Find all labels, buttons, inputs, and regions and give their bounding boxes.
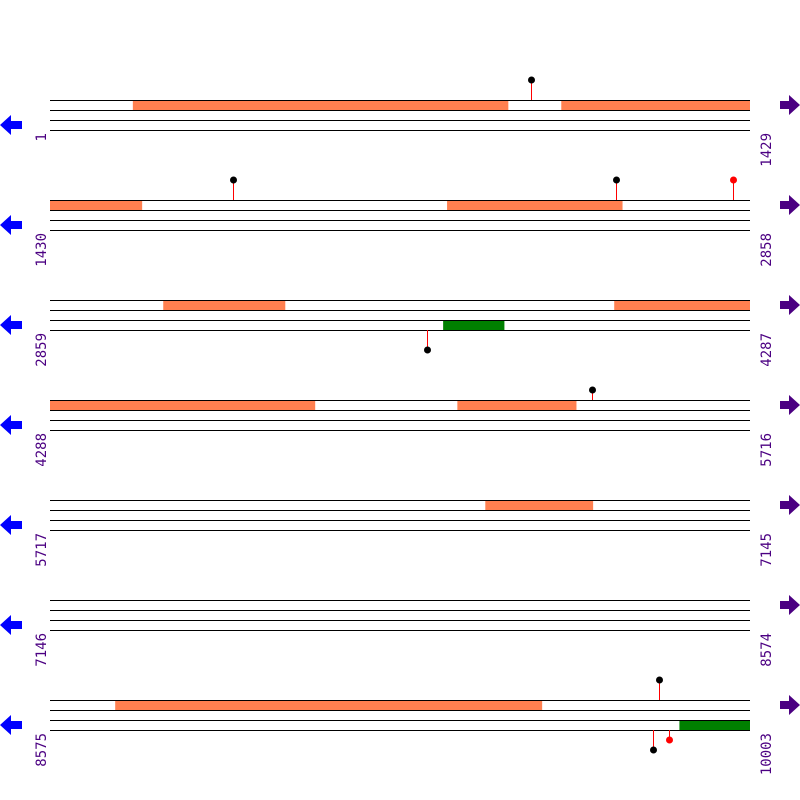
arrow-right-icon[interactable] — [780, 395, 800, 415]
arrow-left-icon[interactable] — [0, 715, 22, 735]
row-start-label: 1 — [34, 133, 50, 141]
row-start-label: 5717 — [34, 533, 50, 567]
arrow-left-icon[interactable] — [0, 115, 22, 135]
row-end-label: 8574 — [759, 633, 775, 667]
reverse-feature — [443, 320, 505, 330]
forward-feature — [561, 100, 750, 110]
marker-head — [230, 176, 237, 184]
marker-head — [528, 76, 535, 84]
row-end-label: 4287 — [759, 333, 775, 367]
forward-feature — [50, 400, 316, 410]
marker-head — [650, 746, 657, 754]
marker-head — [730, 176, 737, 184]
arrow-right-icon[interactable] — [780, 95, 800, 115]
row-start-label: 8575 — [34, 733, 50, 767]
forward-feature — [132, 100, 509, 110]
row-start-label: 1430 — [34, 233, 50, 267]
sequence-row: 1 1429 — [0, 76, 800, 167]
row-start-label: 4288 — [34, 433, 50, 467]
arrow-right-icon[interactable] — [780, 295, 800, 315]
row-end-label: 1429 — [759, 133, 775, 167]
marker-head — [424, 346, 431, 354]
arrow-right-icon[interactable] — [780, 695, 800, 715]
marker-head — [589, 386, 596, 394]
arrow-left-icon[interactable] — [0, 315, 22, 335]
row-end-label: 7145 — [759, 533, 775, 567]
arrow-left-icon[interactable] — [0, 415, 22, 435]
sequence-row: 2859 4287 — [0, 295, 800, 367]
marker-head — [656, 676, 663, 684]
reverse-feature — [679, 720, 750, 730]
arrow-right-icon[interactable] — [780, 595, 800, 615]
forward-feature — [163, 300, 286, 310]
forward-feature — [447, 200, 623, 210]
sequence-row: 4288 5716 — [0, 386, 800, 467]
row-end-label: 10003 — [759, 733, 775, 775]
arrow-right-icon[interactable] — [780, 495, 800, 515]
forward-feature — [115, 700, 543, 710]
arrow-left-icon[interactable] — [0, 515, 22, 535]
row-start-label: 2859 — [34, 333, 50, 367]
marker-head — [666, 736, 673, 744]
row-end-label: 2858 — [759, 233, 775, 267]
marker-head — [613, 176, 620, 184]
arrow-left-icon[interactable] — [0, 215, 22, 235]
sequence-row: 1430 2858 — [0, 176, 800, 267]
forward-feature — [485, 500, 594, 510]
row-end-label: 5716 — [759, 433, 775, 467]
forward-feature — [614, 300, 750, 310]
row-start-label: 7146 — [34, 633, 50, 667]
sequence-row: 8575 10003 — [0, 676, 800, 775]
forward-feature — [457, 400, 577, 410]
sequence-row: 5717 7145 — [0, 495, 800, 567]
forward-feature — [50, 200, 143, 210]
arrow-right-icon[interactable] — [780, 195, 800, 215]
sequence-row: 7146 8574 — [0, 595, 800, 667]
arrow-left-icon[interactable] — [0, 615, 22, 635]
